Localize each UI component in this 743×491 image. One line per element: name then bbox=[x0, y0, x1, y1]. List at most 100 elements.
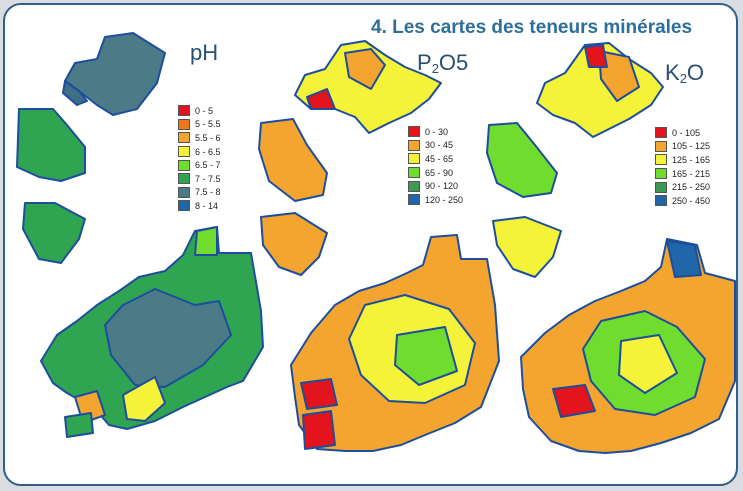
legend-swatch bbox=[178, 159, 190, 171]
k2o-parcel-top-red bbox=[584, 44, 608, 68]
p2o5-parcel-top-orange bbox=[344, 48, 386, 90]
p2o5-label-main: P bbox=[417, 50, 432, 75]
legend-label: 250 - 450 bbox=[672, 195, 711, 206]
legend-row: 120 - 250 bbox=[408, 193, 463, 207]
legend-label: 5 - 5.5 bbox=[195, 119, 221, 130]
p2o5-parcel-top-red bbox=[306, 88, 336, 110]
legend-label: 6 - 6.5 bbox=[195, 146, 221, 157]
p2o5-map-label: P2O5 bbox=[417, 50, 468, 76]
legend-swatch bbox=[408, 139, 420, 151]
k2o-parcel-left bbox=[486, 122, 558, 198]
p2o5-map bbox=[258, 40, 500, 452]
k2o-legend: 0 - 105 105 - 125 125 - 165 165 - 215 215 - … bbox=[655, 126, 711, 208]
legend-label: 105 - 125 bbox=[672, 141, 711, 152]
legend-label: 30 - 45 bbox=[425, 140, 454, 151]
legend-label: 125 - 165 bbox=[672, 154, 711, 165]
k2o-parcel-big-blue bbox=[666, 240, 702, 278]
slide-title: 4. Les cartes des teneurs minérales bbox=[371, 17, 693, 38]
legend-label: 0 - 30 bbox=[425, 126, 449, 137]
legend-swatch bbox=[655, 181, 667, 193]
k2o-parcel-red bbox=[552, 384, 596, 418]
legend-row: 215 - 250 bbox=[655, 180, 710, 194]
ph-label-text: pH bbox=[190, 40, 219, 65]
ph-legend: 0 - 5 5 - 5.5 5.5 - 6 6 - 6.5 6.5 - 7 7 - 7.5… bbox=[178, 104, 221, 213]
legend-swatch bbox=[178, 105, 190, 117]
ph-map-label: pH bbox=[190, 40, 218, 66]
p2o5-parcel-left bbox=[258, 118, 328, 202]
legend-label: 8 - 14 bbox=[195, 200, 219, 211]
legend-row: 125 - 165 bbox=[655, 153, 710, 167]
legend-label: 45 - 65 bbox=[425, 153, 454, 164]
legend-label: 0 - 5 bbox=[195, 105, 214, 116]
legend-row: 8 - 14 bbox=[178, 199, 221, 213]
ph-map bbox=[16, 32, 264, 438]
ph-parcel-big-blue bbox=[104, 288, 232, 388]
k2o-map bbox=[486, 42, 736, 454]
k2o-map-label: K2O bbox=[665, 60, 704, 86]
legend-row: 5.5 - 6 bbox=[178, 131, 221, 145]
legend-label: 0 - 105 bbox=[672, 127, 701, 138]
legend-label: 120 - 250 bbox=[425, 194, 464, 205]
legend-swatch bbox=[408, 194, 420, 206]
legend-label: 5.5 - 6 bbox=[195, 132, 221, 143]
legend-swatch bbox=[655, 127, 667, 139]
legend-swatch bbox=[178, 186, 190, 198]
legend-row: 7.5 - 8 bbox=[178, 186, 221, 200]
legend-row: 250 - 450 bbox=[655, 194, 710, 208]
p2o5-parcel-big-green bbox=[394, 326, 458, 386]
legend-label: 6.5 - 7 bbox=[195, 160, 221, 171]
legend-label: 165 - 215 bbox=[672, 168, 711, 179]
legend-swatch bbox=[408, 153, 420, 165]
k2o-parcel-big-yellow bbox=[618, 334, 678, 394]
p2o5-parcel-red-1 bbox=[300, 378, 338, 410]
legend-label: 215 - 250 bbox=[672, 182, 711, 193]
p2o5-parcel-left-2 bbox=[260, 212, 328, 276]
legend-row: 5 - 5.5 bbox=[178, 118, 221, 132]
p2o5-label-sub: 2 bbox=[431, 61, 439, 76]
legend-row: 6.5 - 7 bbox=[178, 158, 221, 172]
legend-row: 6 - 6.5 bbox=[178, 145, 221, 159]
legend-row: 7 - 7.5 bbox=[178, 172, 221, 186]
legend-row: 65 - 90 bbox=[408, 166, 463, 180]
k2o-label-main: K bbox=[665, 60, 680, 85]
legend-row: 0 - 5 bbox=[178, 104, 221, 118]
legend-row: 105 - 125 bbox=[655, 140, 710, 154]
legend-swatch bbox=[178, 173, 190, 185]
legend-label: 90 - 120 bbox=[425, 181, 459, 192]
legend-swatch bbox=[655, 140, 667, 152]
ph-parcel-left bbox=[16, 108, 86, 182]
ph-parcel-big-lime bbox=[194, 226, 218, 256]
slide-frame: 4. Les cartes des teneurs minérales pH P… bbox=[3, 3, 738, 486]
ph-parcel-top bbox=[64, 32, 166, 116]
ph-parcel-top-2 bbox=[62, 80, 88, 106]
legend-swatch bbox=[408, 180, 420, 192]
legend-row: 165 - 215 bbox=[655, 167, 710, 181]
legend-swatch bbox=[178, 132, 190, 144]
p2o5-label-suffix: O5 bbox=[438, 50, 469, 75]
legend-row: 30 - 45 bbox=[408, 139, 463, 153]
k2o-parcel-top-orange bbox=[598, 50, 640, 102]
legend-label: 7 - 7.5 bbox=[195, 173, 221, 184]
legend-swatch bbox=[178, 146, 190, 158]
legend-label: 7.5 - 8 bbox=[195, 187, 221, 198]
p2o5-legend: 0 - 30 30 - 45 45 - 65 65 - 90 90 - 120 120 -… bbox=[408, 125, 464, 207]
legend-row: 45 - 65 bbox=[408, 152, 463, 166]
legend-swatch bbox=[178, 118, 190, 130]
legend-swatch bbox=[655, 195, 667, 207]
legend-swatch bbox=[655, 168, 667, 180]
ph-parcel-small-2 bbox=[64, 412, 94, 438]
legend-row: 0 - 105 bbox=[655, 126, 710, 140]
legend-row: 0 - 30 bbox=[408, 125, 463, 139]
legend-label: 65 - 90 bbox=[425, 167, 454, 178]
legend-swatch bbox=[408, 167, 420, 179]
legend-row: 90 - 120 bbox=[408, 179, 463, 193]
legend-swatch bbox=[408, 126, 420, 138]
ph-parcel-left-2 bbox=[22, 202, 86, 264]
p2o5-parcel-red-2 bbox=[302, 410, 336, 450]
ph-parcel-yellow bbox=[122, 376, 166, 422]
legend-swatch bbox=[655, 154, 667, 166]
k2o-label-sub: 2 bbox=[679, 71, 687, 86]
legend-swatch bbox=[178, 200, 190, 212]
k2o-parcel-left-2 bbox=[492, 216, 562, 278]
k2o-label-suffix: O bbox=[686, 60, 705, 85]
